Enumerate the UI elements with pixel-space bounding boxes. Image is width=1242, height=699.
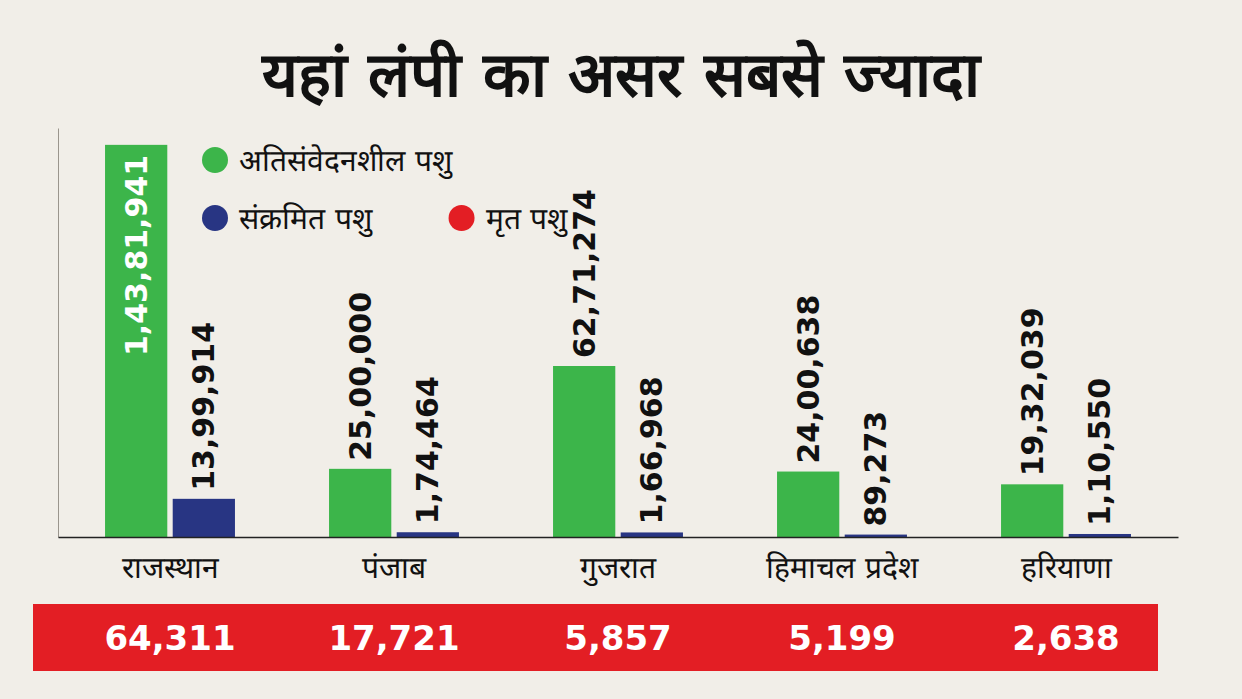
x-axis-line bbox=[59, 537, 1179, 539]
y-axis bbox=[58, 129, 59, 538]
data-label: 1,66,968 bbox=[634, 376, 669, 524]
data-label: 1,10,550 bbox=[1082, 378, 1117, 526]
legend-item: मृत पशु bbox=[449, 201, 569, 238]
legend-item: अतिसंवेदनशील पशु bbox=[202, 143, 453, 180]
bar bbox=[845, 535, 907, 537]
x-tick-label: हरियाणा bbox=[1021, 550, 1113, 585]
data-label: 13,99,914 bbox=[186, 322, 221, 491]
legend-swatch bbox=[449, 205, 475, 231]
chart-svg: यहां लंपी का असर सबसे ज्यादा 1,43,81,941 2… bbox=[0, 0, 1242, 699]
legend-label: अतिसंवेदनशील पशु bbox=[239, 143, 453, 180]
data-labels: 1,43,81,941 25,00,000 62,71,274 24,00,638 19… bbox=[119, 155, 1118, 527]
band-value: 5,199 bbox=[788, 618, 896, 658]
band-value: 17,721 bbox=[328, 618, 459, 658]
legend-label: संक्रमित पशु bbox=[239, 201, 373, 238]
x-tick: पंजाब bbox=[362, 537, 427, 585]
legend-label: मृत पशु bbox=[486, 201, 569, 238]
bar bbox=[1069, 534, 1131, 537]
bar bbox=[1001, 484, 1063, 537]
bar bbox=[777, 472, 839, 537]
bars bbox=[105, 145, 1131, 537]
data-label: 19,32,039 bbox=[1015, 307, 1050, 476]
bar bbox=[105, 145, 167, 537]
x-tick: हरियाणा bbox=[1021, 537, 1113, 585]
band-value: 5,857 bbox=[564, 618, 672, 658]
chart-container: यहां लंपी का असर सबसे ज्यादा 1,43,81,941 2… bbox=[0, 0, 1242, 699]
data-label: 1,43,81,941 bbox=[119, 155, 154, 356]
legend-swatch bbox=[202, 147, 228, 173]
value-band: 64,311 17,721 5,857 5,199 2,638 bbox=[33, 604, 1158, 671]
data-label: 24,00,638 bbox=[791, 295, 826, 464]
bar bbox=[621, 532, 683, 537]
bar bbox=[329, 469, 391, 537]
legend: अतिसंवेदनशील पशु संक्रमित पशु मृत पशु bbox=[202, 143, 568, 238]
band-background bbox=[33, 604, 1158, 671]
x-tick-label: गुजरात bbox=[580, 550, 657, 587]
x-tick-label: पंजाब bbox=[362, 550, 427, 585]
data-label: 62,71,274 bbox=[567, 189, 602, 358]
y-axis-line bbox=[58, 129, 59, 538]
data-label: 1,74,464 bbox=[410, 376, 445, 524]
data-label: 89,273 bbox=[858, 411, 893, 527]
data-label: 25,00,000 bbox=[343, 292, 378, 461]
bar bbox=[397, 532, 459, 537]
legend-swatch bbox=[202, 205, 228, 231]
bar bbox=[173, 499, 235, 537]
x-tick: राजस्थान bbox=[122, 537, 220, 585]
background bbox=[0, 0, 1242, 699]
x-tick: हिमाचल प्रदेश bbox=[766, 537, 919, 585]
x-tick-label: हिमाचल प्रदेश bbox=[766, 550, 919, 585]
bar bbox=[553, 366, 615, 537]
band-value: 2,638 bbox=[1012, 618, 1120, 658]
title: यहां लंपी का असर सबसे ज्यादा bbox=[261, 38, 983, 111]
x-axis: राजस्थान पंजाब गुजरात हिमाचल प्रदेश हरियाणा bbox=[59, 537, 1179, 587]
x-tick-label: राजस्थान bbox=[122, 550, 220, 585]
x-tick: गुजरात bbox=[580, 537, 657, 587]
legend-item: संक्रमित पशु bbox=[202, 201, 373, 238]
band-value: 64,311 bbox=[104, 618, 235, 658]
